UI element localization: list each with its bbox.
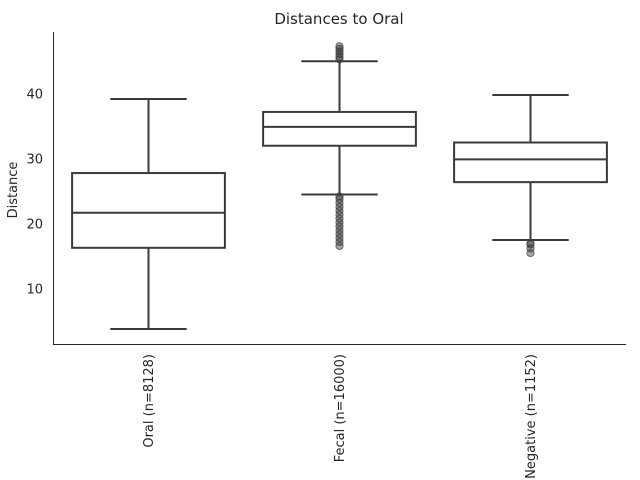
x-tick-label: Fecal (n=16000) — [333, 354, 348, 462]
outlier-point — [335, 194, 344, 204]
y-tick-label: 10 — [26, 282, 43, 297]
x-tick-label: Oral (n=8128) — [142, 354, 157, 448]
x-tick-label: Negative (n=1152) — [524, 354, 539, 479]
y-tick-label: 30 — [26, 152, 43, 167]
y-tick-label: 40 — [26, 87, 43, 102]
box-group — [453, 94, 608, 258]
box-group — [71, 97, 226, 331]
chart-title: Distances to Oral — [274, 10, 403, 28]
box-iqr — [71, 172, 226, 249]
box-iqr — [262, 110, 417, 147]
outlier-point — [335, 42, 344, 51]
box-iqr — [453, 141, 608, 184]
y-tick-label: 20 — [26, 217, 43, 232]
outlier-point — [526, 239, 535, 248]
outlier-point — [335, 44, 344, 54]
box-group — [262, 42, 417, 250]
y-axis-label: Distance — [6, 162, 21, 219]
outlier-point — [335, 192, 344, 201]
